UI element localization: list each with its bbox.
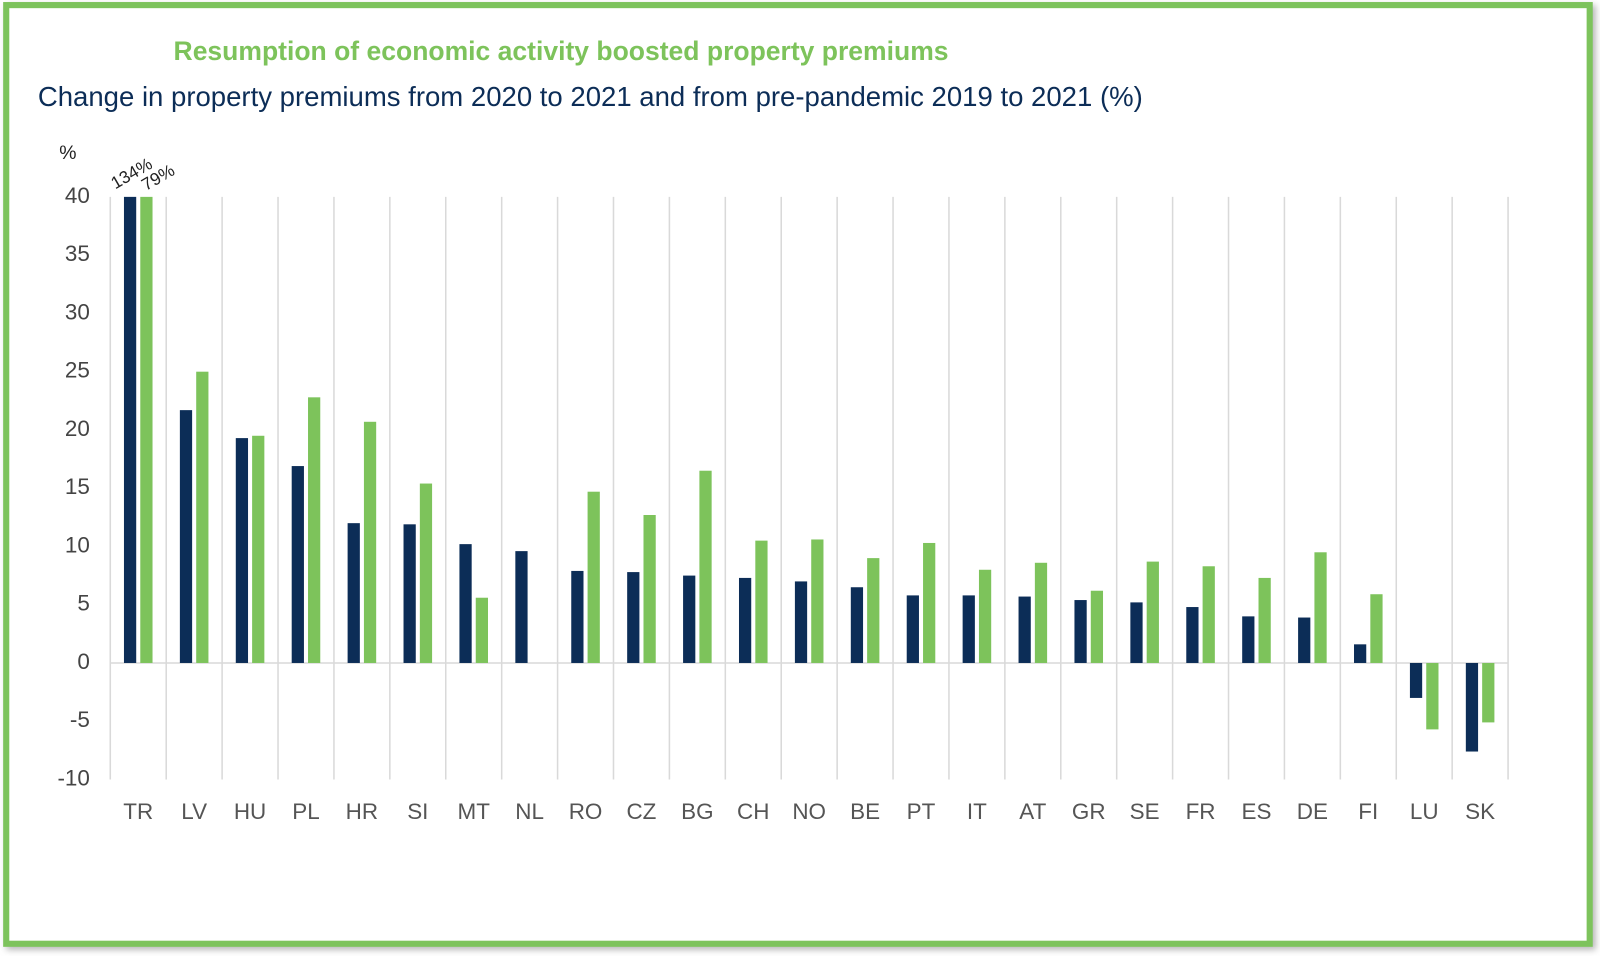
x-tick-label: FR	[1186, 799, 1216, 824]
x-tick-label: LU	[1410, 799, 1439, 824]
y-tick-label: 30	[65, 299, 90, 324]
bar	[1242, 616, 1255, 663]
bar	[867, 558, 880, 663]
bar	[587, 491, 600, 663]
bar	[179, 410, 193, 663]
bar	[755, 540, 768, 663]
x-tick-label: PT	[907, 799, 936, 824]
bar	[1090, 590, 1104, 663]
x-tick-label: RO	[569, 799, 603, 824]
chart-subtitle: Change in property premiums from 2020 to…	[38, 81, 1143, 112]
bar	[1146, 561, 1159, 663]
x-tick-label: BE	[850, 799, 880, 824]
x-tick-label: SI	[407, 799, 428, 824]
bar	[475, 597, 488, 663]
bar	[1482, 662, 1495, 723]
x-tick-label: HU	[234, 799, 266, 824]
bar	[738, 577, 752, 663]
bar	[794, 581, 808, 663]
bar	[1018, 596, 1031, 663]
bar	[962, 595, 975, 663]
bar	[347, 523, 360, 663]
x-tick-label: SE	[1130, 799, 1160, 824]
x-tick-label: NO	[792, 799, 826, 824]
y-tick-label: 40	[65, 183, 90, 208]
bar	[419, 483, 433, 663]
frame	[3, 2, 1593, 947]
bar	[515, 551, 528, 663]
bar	[196, 371, 209, 663]
bar	[1465, 662, 1479, 752]
bar	[627, 572, 640, 663]
bar	[1130, 602, 1143, 663]
bar	[123, 196, 137, 663]
bars	[123, 196, 1495, 752]
bar	[291, 466, 304, 663]
bar	[308, 397, 321, 663]
y-tick-label: 25	[65, 358, 90, 383]
y-tick-label: -10	[57, 765, 89, 790]
x-tick-label: BG	[681, 799, 713, 824]
x-tick-label: CH	[737, 799, 769, 824]
x-tick-label: AT	[1019, 799, 1046, 824]
bar	[1298, 617, 1311, 663]
y-tick-label: 0	[77, 649, 89, 674]
x-tick-label: NL	[515, 799, 544, 824]
x-tick-label: SK	[1465, 799, 1495, 824]
bar	[571, 570, 584, 663]
bar	[1370, 594, 1383, 663]
bar	[1034, 562, 1048, 663]
y-unit-label: %	[59, 142, 76, 164]
bar	[906, 595, 919, 663]
y-tick-label: 10	[65, 532, 90, 557]
x-tick-label: MT	[458, 799, 491, 824]
y-tick-label: 35	[65, 241, 90, 266]
x-tick-label: FI	[1358, 799, 1378, 824]
bar	[1074, 600, 1087, 663]
bar	[1314, 552, 1327, 663]
y-tick-label: -5	[70, 707, 90, 732]
y-tick-label: 20	[65, 416, 90, 441]
bar	[403, 524, 416, 663]
bar	[978, 569, 992, 663]
bar	[1409, 662, 1423, 698]
x-tick-label: HR	[346, 799, 378, 824]
bar	[699, 470, 712, 663]
bar	[459, 544, 472, 663]
x-tick-label: IT	[967, 799, 987, 824]
grid	[109, 196, 1509, 780]
x-tick-label: ES	[1242, 799, 1272, 824]
bar	[235, 438, 249, 663]
bar	[643, 515, 656, 663]
bar	[140, 196, 153, 663]
y-tick-label: 15	[65, 474, 90, 499]
bar	[1186, 607, 1199, 663]
bar	[811, 539, 824, 663]
bar	[923, 542, 936, 663]
x-tick-label: DE	[1297, 799, 1328, 824]
x-tick-label: PL	[292, 799, 319, 824]
bar	[1354, 644, 1367, 663]
x-tick-label: GR	[1072, 799, 1106, 824]
x-tick-label: TR	[123, 799, 153, 824]
x-tick-label: LV	[181, 799, 207, 824]
bar	[363, 421, 377, 663]
bar	[683, 575, 696, 663]
y-tick-label: 5	[77, 591, 89, 616]
chart-title: Resumption of economic activity boosted …	[174, 36, 949, 66]
x-tick-label: CZ	[626, 799, 656, 824]
bar	[1426, 662, 1439, 730]
bar	[1258, 577, 1271, 663]
bar	[252, 435, 265, 663]
bar	[850, 587, 864, 663]
bar	[1202, 566, 1215, 663]
